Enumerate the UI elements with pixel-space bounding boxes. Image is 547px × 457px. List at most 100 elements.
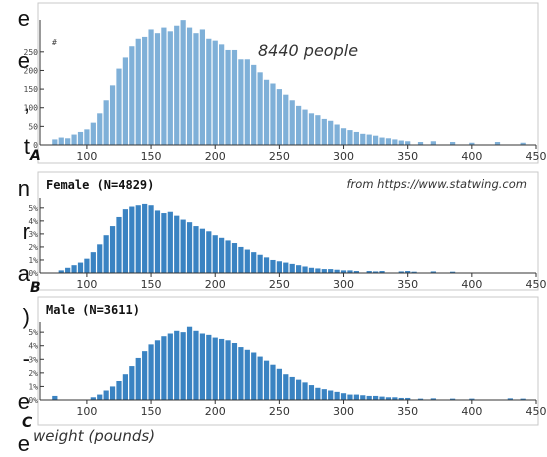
histogram-bar xyxy=(251,352,257,400)
histogram-bar xyxy=(167,31,173,145)
side-text-char: e xyxy=(17,389,30,414)
histogram-bar xyxy=(116,216,122,273)
histogram-bar xyxy=(430,141,436,145)
histogram-bar xyxy=(283,94,289,145)
histogram-bar xyxy=(302,382,308,400)
x-tick-label: 100 xyxy=(76,278,97,291)
histogram-bar xyxy=(392,397,398,400)
side-text-char: t xyxy=(23,134,30,159)
histogram-bar xyxy=(263,257,270,273)
histogram-bar xyxy=(507,398,513,400)
y-tick-label: 5% xyxy=(28,328,38,337)
histogram-bar xyxy=(90,397,96,400)
histogram-bar xyxy=(392,139,398,145)
x-tick-label: 400 xyxy=(461,278,482,291)
y-tick-label: 200 xyxy=(24,66,39,75)
x-tick-label: 200 xyxy=(205,405,226,418)
histogram-bar xyxy=(116,381,122,400)
y-tick-label: 2% xyxy=(28,243,38,252)
side-text-char: ) xyxy=(22,304,30,329)
histogram-bar xyxy=(186,27,193,146)
x-tick-label: 350 xyxy=(397,278,418,291)
histogram-bar xyxy=(90,252,96,273)
panel-c-letter: C xyxy=(22,415,33,431)
y-tick-label: 50 xyxy=(28,122,38,131)
x-tick-label: 450 xyxy=(526,150,547,163)
histogram-bar xyxy=(142,203,148,273)
histogram-bar xyxy=(65,138,71,145)
histogram-bar xyxy=(148,205,154,273)
histogram-bar xyxy=(103,235,109,273)
histogram-bar xyxy=(283,262,289,273)
histogram-bar xyxy=(302,266,308,273)
y-tick-label: 0 xyxy=(33,141,38,150)
x-tick-label: 200 xyxy=(205,278,226,291)
histogram-bar xyxy=(321,118,327,145)
histogram-bar xyxy=(366,395,372,400)
histogram-bar xyxy=(97,244,103,273)
x-tick-label: 400 xyxy=(461,150,482,163)
histogram-bar xyxy=(180,332,186,400)
histogram-bar xyxy=(315,387,321,400)
histogram-bar xyxy=(129,366,135,400)
histogram-bar xyxy=(103,100,109,145)
histogram-bar xyxy=(449,398,456,400)
histogram-bar xyxy=(334,269,340,273)
histogram-bar xyxy=(206,231,212,273)
y-tick-label: 1% xyxy=(28,382,38,391)
histogram-bar xyxy=(174,330,180,400)
histogram-bar xyxy=(52,139,58,145)
histogram-bar xyxy=(449,142,456,145)
histogram-bar xyxy=(340,270,347,273)
histogram-bar xyxy=(379,271,385,273)
histogram-bar xyxy=(58,270,64,273)
histogram-bar xyxy=(328,120,334,145)
histogram-bar xyxy=(135,205,141,273)
side-text-char: , xyxy=(23,91,30,116)
histogram-bar xyxy=(193,226,199,273)
histogram-bar xyxy=(238,59,244,145)
panel-b-source: from https://www.statwing.com xyxy=(347,177,528,191)
side-text-char: r xyxy=(22,219,30,244)
histogram-bar xyxy=(411,271,417,273)
histogram-bar xyxy=(360,133,366,145)
histogram-bar xyxy=(193,330,199,400)
histogram-bar xyxy=(238,246,244,273)
histogram-bar xyxy=(405,141,411,145)
histogram-bar xyxy=(212,40,218,145)
panel-b-female: Female (N=4829) from https://www.statwin… xyxy=(28,171,547,296)
histogram-bar xyxy=(405,397,411,400)
weight-histogram-figure: # 8440 people 0 50 100 150 200 250 100 150 200 2… xyxy=(22,2,547,445)
panel-a-y-unit: # xyxy=(52,38,57,47)
histogram-bar xyxy=(199,29,205,146)
histogram-bar xyxy=(52,395,58,400)
histogram-bar xyxy=(97,113,103,145)
histogram-bar xyxy=(263,360,270,400)
x-tick-label: 150 xyxy=(141,150,162,163)
histogram-bar xyxy=(328,390,334,400)
x-tick-label: 150 xyxy=(141,405,162,418)
histogram-bar xyxy=(270,364,276,400)
panel-b-y-ticks: 0% 1% 2% 3% 4% 5% xyxy=(28,204,44,278)
histogram-bar xyxy=(109,85,116,145)
histogram-bar xyxy=(321,269,327,273)
x-tick-label: 450 xyxy=(526,278,547,291)
histogram-bar xyxy=(199,228,205,273)
y-tick-label: 150 xyxy=(24,85,39,94)
histogram-bar xyxy=(65,267,71,273)
histogram-bar xyxy=(289,263,295,274)
histogram-bar xyxy=(148,344,154,400)
histogram-bar xyxy=(520,142,526,145)
histogram-bar xyxy=(469,398,475,400)
histogram-bar xyxy=(238,347,244,400)
histogram-bar xyxy=(385,397,392,400)
histogram-bar xyxy=(296,379,302,400)
histogram-bar xyxy=(84,258,90,273)
y-tick-label: 100 xyxy=(24,104,39,113)
x-tick-label: 100 xyxy=(76,150,97,163)
histogram-bar xyxy=(77,262,84,273)
histogram-bar xyxy=(186,222,193,273)
x-tick-label: 450 xyxy=(526,405,547,418)
histogram-bar xyxy=(353,394,359,400)
histogram-bar xyxy=(257,356,263,400)
